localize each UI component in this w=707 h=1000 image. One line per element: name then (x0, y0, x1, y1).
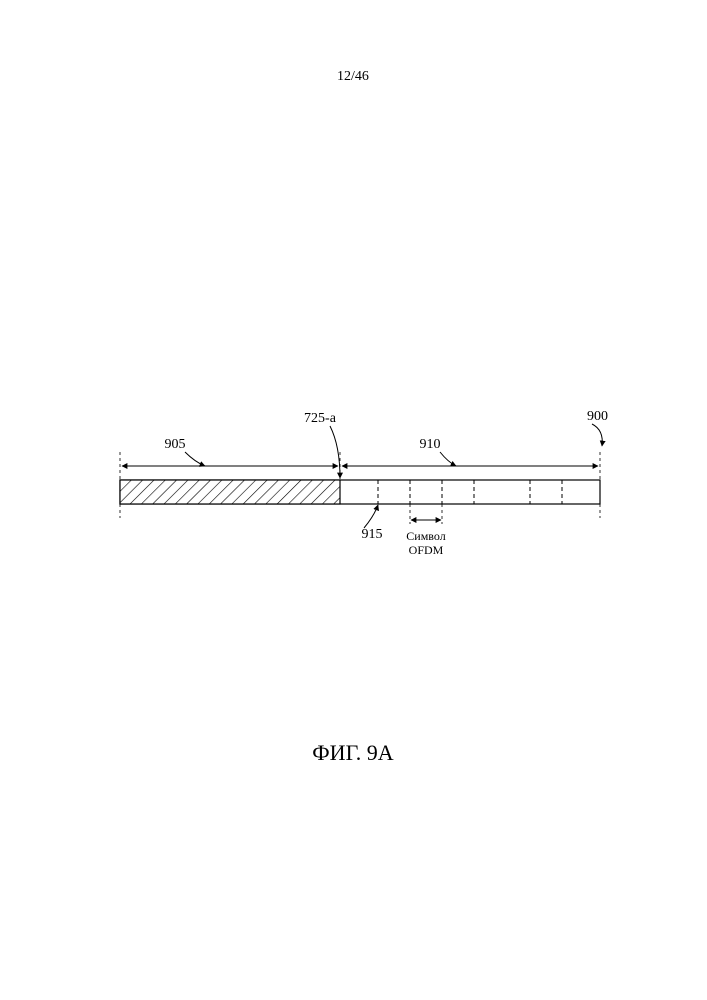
leader-725a (330, 426, 340, 478)
leader-915 (364, 505, 378, 528)
page-number: 12/46 (337, 69, 369, 84)
figure-9a: 12/46 ФИГ. 9A Символ OFDM 905 910 725-a … (0, 0, 707, 1000)
symbol-label-line2: OFDM (409, 543, 444, 557)
hatched-region (120, 480, 340, 504)
symbol-label-line1: Символ (406, 529, 445, 543)
leader-905 (185, 452, 205, 466)
ref-905: 905 (165, 437, 186, 452)
ref-910: 910 (420, 437, 441, 452)
ref-915: 915 (362, 527, 383, 542)
figure-label: ФИГ. 9A (312, 740, 394, 765)
leader-910 (440, 452, 456, 466)
leader-900 (592, 424, 602, 446)
ref-900: 900 (587, 409, 608, 424)
ref-725a: 725-a (304, 411, 337, 426)
